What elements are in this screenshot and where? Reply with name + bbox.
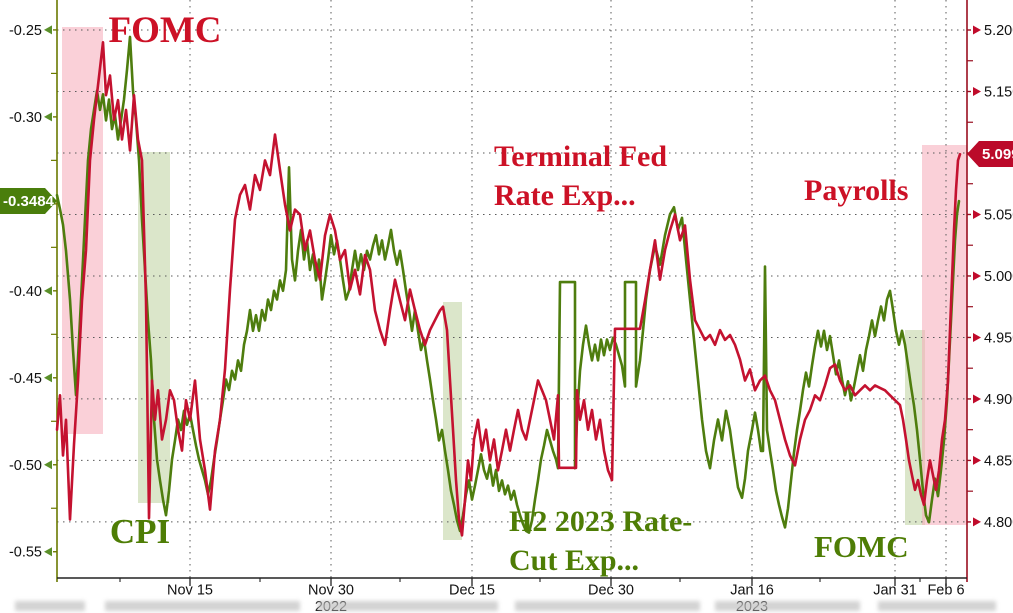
axes bbox=[44, 0, 981, 586]
left-value-box bbox=[0, 188, 57, 214]
redacted-text-blur bbox=[715, 601, 860, 611]
redacted-text-blur bbox=[878, 601, 996, 611]
annotation-fomc-top: FOMC bbox=[108, 10, 221, 51]
x-axis-tick-label: Dec 15 bbox=[449, 583, 495, 599]
right-axis-tick-label: 5.200 bbox=[984, 23, 1013, 39]
x-axis-tick-label: Jan 16 bbox=[730, 583, 774, 599]
series-line-left bbox=[55, 35, 961, 534]
right-tick-arrow bbox=[973, 271, 981, 281]
left-tick-arrow bbox=[44, 547, 52, 557]
series-lines bbox=[55, 35, 962, 537]
redacted-text-blur bbox=[515, 601, 700, 611]
right-axis-tick-label: 5.150 bbox=[984, 84, 1013, 100]
gridlines bbox=[57, 0, 967, 578]
x-axis-tick-label: Jan 31 bbox=[873, 583, 917, 599]
right-tick-arrow bbox=[973, 394, 981, 404]
annotation-ratecut-line1: H2 2023 Rate- bbox=[509, 505, 692, 538]
left-axis-tick-label: -0.30 bbox=[9, 110, 42, 126]
redacted-text-blur bbox=[15, 601, 85, 611]
left-value-text: -0.3484 bbox=[3, 193, 55, 210]
right-tick-arrow bbox=[973, 86, 981, 96]
right-axis-tick-label: 4.800 bbox=[984, 515, 1013, 531]
left-tick-arrow bbox=[44, 286, 52, 296]
right-value-box bbox=[967, 141, 1013, 167]
left-tick-arrow bbox=[44, 373, 52, 383]
right-axis-tick-label: 4.950 bbox=[984, 330, 1013, 346]
event-bands bbox=[62, 27, 967, 540]
right-tick-arrow bbox=[973, 332, 981, 342]
x-axis-tick-label: Nov 30 bbox=[308, 583, 354, 599]
left-current-value-label: -0.3484 bbox=[0, 188, 57, 214]
left-tick-arrow bbox=[44, 112, 52, 122]
left-axis-tick-label: -0.25 bbox=[9, 23, 42, 39]
right-tick-arrow bbox=[973, 455, 981, 465]
right-value-text: 5.099 bbox=[982, 146, 1013, 163]
x-axis-tick-label: Dec 30 bbox=[588, 583, 634, 599]
annotation-terminal-line1: Terminal Fed bbox=[494, 140, 667, 173]
annotation-fomc-bottom: FOMC bbox=[814, 529, 909, 564]
x-axis-tick-label: Feb 6 bbox=[927, 583, 964, 599]
redacted-text-blur bbox=[105, 601, 300, 611]
annotation-ratecut-line2: Cut Exp... bbox=[509, 544, 639, 577]
annotation-payrolls: Payrolls bbox=[804, 174, 908, 207]
left-axis-tick-label: -0.50 bbox=[9, 458, 42, 474]
right-tick-arrow bbox=[973, 517, 981, 527]
right-axis-tick-label: 5.050 bbox=[984, 207, 1013, 223]
axis-tick-labels: -0.25 -0.30 -0.40 -0.45 -0.50 -0.55 5.200 5.150… bbox=[9, 23, 1013, 613]
annotation-terminal-line2: Rate Exp... bbox=[494, 179, 636, 212]
right-axis-tick-label: 5.000 bbox=[984, 269, 1013, 285]
right-axis-tick-label: 4.850 bbox=[984, 453, 1013, 469]
annotation-cpi: CPI bbox=[110, 512, 170, 551]
left-axis-tick-label: -0.55 bbox=[9, 545, 42, 561]
right-current-value-label: 5.099 bbox=[967, 141, 1013, 167]
right-tick-arrow bbox=[973, 25, 981, 35]
x-axis-tick-label: Nov 15 bbox=[167, 583, 213, 599]
left-axis-tick-label: -0.40 bbox=[9, 284, 42, 300]
redacted-text-blur bbox=[318, 601, 498, 611]
right-tick-arrow bbox=[973, 209, 981, 219]
series-line-right bbox=[55, 40, 962, 537]
left-axis-tick-label: -0.45 bbox=[9, 371, 42, 387]
left-tick-arrow bbox=[44, 25, 52, 35]
left-tick-arrow bbox=[44, 460, 52, 470]
right-axis-tick-label: 4.900 bbox=[984, 392, 1013, 408]
